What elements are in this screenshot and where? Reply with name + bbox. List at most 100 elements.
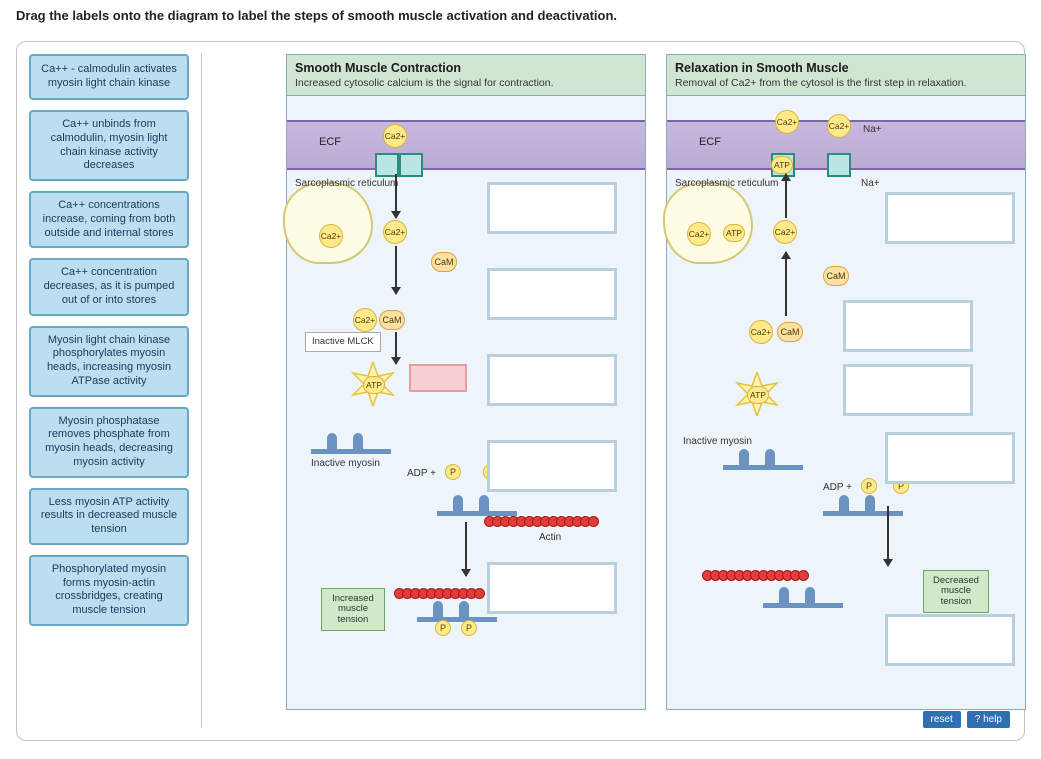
label-text: Ca++ unbinds from calmodulin, myosin lig…	[37, 118, 181, 173]
na-label: Na+	[861, 178, 880, 189]
page: Drag the labels onto the diagram to labe…	[0, 0, 1041, 759]
cam-icon: CaM	[379, 310, 405, 330]
myosin-icon	[311, 432, 391, 454]
panel-subtitle-right: Removal of Ca2+ from the cytosol is the …	[675, 77, 1017, 89]
label-text: Myosin phosphatase removes phosphate fro…	[37, 415, 181, 470]
arrow-icon	[395, 174, 397, 218]
label-less-atp[interactable]: Less myosin ATP activity results in decr…	[29, 488, 189, 545]
arrow-icon	[395, 246, 397, 294]
label-ca-unbinds[interactable]: Ca++ unbinds from calmodulin, myosin lig…	[29, 110, 189, 181]
phosphate-icon: P	[445, 464, 461, 480]
dropzone[interactable]	[885, 192, 1015, 244]
ca-icon: Ca2+	[383, 124, 407, 148]
dropzone[interactable]	[487, 562, 617, 614]
sr-label: Sarcoplasmic reticulum	[675, 178, 778, 189]
ecf-label: ECF	[699, 136, 721, 148]
inactive-mlck-box: Inactive MLCK	[305, 332, 381, 352]
cam-icon: CaM	[431, 252, 457, 272]
panel-contraction: Smooth Muscle Contraction Increased cyto…	[286, 54, 646, 710]
inactive-myosin-label: Inactive myosin	[311, 458, 380, 469]
arrow-icon	[395, 332, 397, 364]
ca-icon: Ca2+	[687, 222, 711, 246]
na-label: Na+	[863, 124, 882, 135]
dropzone[interactable]	[843, 300, 973, 352]
sr-blob	[283, 182, 373, 264]
ca-icon: Ca2+	[319, 224, 343, 248]
workspace-frame: Ca++ - calmodulin activates myosin light…	[16, 41, 1025, 741]
atp-icon: ATP	[771, 156, 793, 174]
myosin-icon	[763, 586, 843, 608]
label-ca-increase[interactable]: Ca++ concentrations increase, coming fro…	[29, 191, 189, 248]
label-text: Ca++ concentrations increase, coming fro…	[37, 199, 181, 240]
actin-icon	[487, 516, 599, 530]
panel-title-right: Relaxation in Smooth Muscle	[675, 61, 1017, 75]
label-text: Ca++ - calmodulin activates myosin light…	[37, 63, 181, 91]
arrow-icon	[887, 506, 889, 566]
arrow-icon	[785, 174, 787, 218]
dropzone[interactable]	[843, 364, 973, 416]
panel-header-right: Relaxation in Smooth Muscle Removal of C…	[667, 55, 1025, 96]
myosin-icon	[723, 448, 803, 470]
ca-icon: Ca2+	[383, 220, 407, 244]
dropzone[interactable]	[885, 614, 1015, 666]
diagram-area: Smooth Muscle Contraction Increased cyto…	[214, 54, 1012, 728]
panel-header-left: Smooth Muscle Contraction Increased cyto…	[287, 55, 645, 96]
ca-icon: Ca2+	[773, 220, 797, 244]
label-crossbridges[interactable]: Phosphorylated myosin forms myosin-actin…	[29, 555, 189, 626]
label-text: Myosin light chain kinase phosphorylates…	[37, 334, 181, 389]
ca-icon: Ca2+	[749, 320, 773, 344]
label-ca-decrease[interactable]: Ca++ concentration decreases, as it is p…	[29, 258, 189, 315]
atp-icon: ATP	[363, 376, 385, 394]
actin-icon	[705, 570, 809, 584]
dropzone[interactable]	[487, 354, 617, 406]
panel-body-left: ECF Ca2+ Sarcoplasmic reticulum Ca2+ Ca2…	[287, 96, 645, 704]
inactive-myosin-label: Inactive myosin	[683, 436, 752, 447]
dropzone[interactable]	[487, 268, 617, 320]
myosin-icon	[823, 494, 903, 516]
channel-icon	[399, 153, 423, 177]
tension-box: Increased muscle tension	[321, 588, 385, 631]
actin-label: Actin	[539, 532, 561, 543]
active-mlck-icon	[409, 364, 467, 392]
ecf-label: ECF	[319, 136, 341, 148]
cam-icon: CaM	[777, 322, 803, 342]
ca-icon: Ca2+	[353, 308, 377, 332]
label-ca-calmodulin-activates[interactable]: Ca++ - calmodulin activates myosin light…	[29, 54, 189, 100]
sr-label: Sarcoplasmic reticulum	[295, 178, 398, 189]
help-button[interactable]: ? help	[967, 711, 1010, 728]
atp-icon: ATP	[747, 386, 769, 404]
myosin-icon	[417, 600, 497, 622]
phosphate-icon: P	[461, 620, 477, 636]
tension-box: Decreased muscle tension	[923, 570, 989, 613]
panel-relaxation: Relaxation in Smooth Muscle Removal of C…	[666, 54, 1026, 710]
cam-icon: CaM	[823, 266, 849, 286]
labels-column: Ca++ - calmodulin activates myosin light…	[29, 54, 189, 728]
divider	[201, 54, 202, 728]
dropzone[interactable]	[487, 440, 617, 492]
phosphate-icon: P	[861, 478, 877, 494]
ca-icon: Ca2+	[775, 110, 799, 134]
sr-blob	[663, 182, 753, 264]
panel-body-right: ECF Ca2+ Ca2+ Na+ ATP Na+ Sarcoplasmic r…	[667, 96, 1025, 704]
arrow-icon	[465, 522, 467, 576]
atp-icon: ATP	[723, 224, 745, 242]
panel-title-left: Smooth Muscle Contraction	[295, 61, 637, 75]
label-mlck-phosphorylates[interactable]: Myosin light chain kinase phosphorylates…	[29, 326, 189, 397]
myosin-icon	[437, 494, 517, 516]
label-text: Less myosin ATP activity results in decr…	[37, 496, 181, 537]
exchanger-icon	[827, 153, 851, 177]
label-text: Ca++ concentration decreases, as it is p…	[37, 266, 181, 307]
instruction-text: Drag the labels onto the diagram to labe…	[16, 8, 1025, 23]
reset-button[interactable]: reset	[923, 711, 961, 728]
label-text: Phosphorylated myosin forms myosin-actin…	[37, 563, 181, 618]
adp-label: ADP +	[823, 482, 852, 493]
footer-buttons: reset ? help	[923, 711, 1010, 728]
arrow-icon	[785, 252, 787, 316]
panel-subtitle-left: Increased cytosolic calcium is the signa…	[295, 77, 637, 89]
dropzone[interactable]	[885, 432, 1015, 484]
dropzone[interactable]	[487, 182, 617, 234]
ca-icon: Ca2+	[827, 114, 851, 138]
adp-label: ADP +	[407, 468, 436, 479]
phosphate-icon: P	[435, 620, 451, 636]
label-phosphatase[interactable]: Myosin phosphatase removes phosphate fro…	[29, 407, 189, 478]
